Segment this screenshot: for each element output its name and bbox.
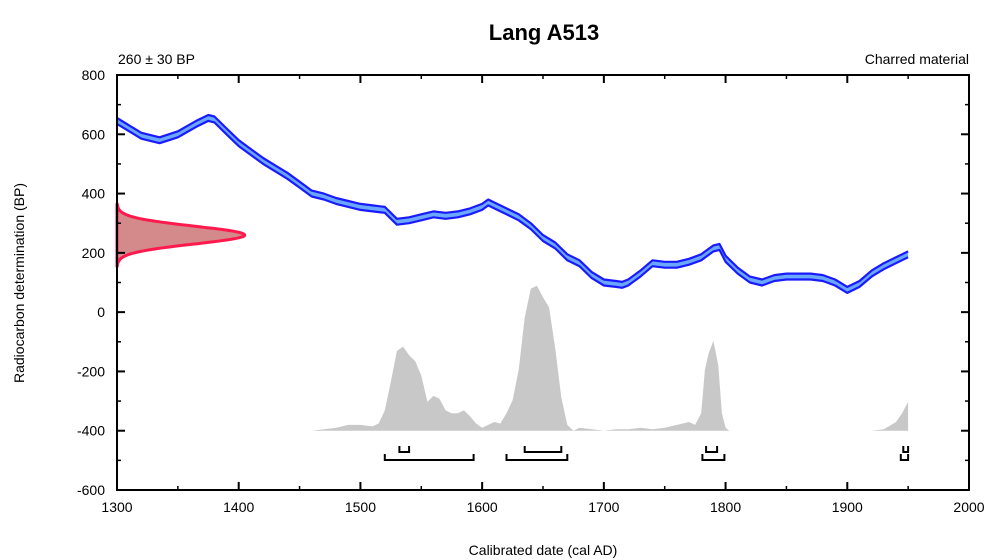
- chart-title: Lang A513: [489, 20, 599, 45]
- measurement-label: 260 ± 30 BP: [118, 51, 195, 67]
- x-axis-label: Calibrated date (cal AD): [469, 542, 618, 558]
- x-tick-label: 1800: [710, 499, 741, 515]
- hpd-68-range: [523, 446, 563, 453]
- x-tick-label: 1600: [467, 499, 498, 515]
- x-tick-label: 1400: [223, 499, 254, 515]
- y-tick-label: 200: [82, 245, 106, 261]
- measurement-distribution: [115, 202, 247, 268]
- calibration-lower-edge: [116, 119, 909, 294]
- posterior-area: [311, 285, 909, 431]
- y-tick-label: 400: [82, 186, 106, 202]
- x-tick-label: 1500: [345, 499, 376, 515]
- axes: 1300 1400 1500 1600 1700 1800 1900 200080060040…: [77, 67, 985, 515]
- calibration-curve: [116, 113, 909, 294]
- y-tick-label: -200: [77, 363, 105, 379]
- sample-material-label: Charred material: [865, 51, 969, 67]
- y-tick-label: -400: [77, 423, 105, 439]
- x-tick-label: 2000: [953, 499, 984, 515]
- hpd-95-range: [701, 454, 726, 461]
- hpd-68-range: [398, 446, 411, 453]
- x-tick-label: 1700: [588, 499, 619, 515]
- y-tick-label: 600: [82, 126, 106, 142]
- hpd-ranges: [383, 446, 910, 461]
- hpd-95-range: [383, 454, 475, 461]
- x-tick-label: 1900: [832, 499, 863, 515]
- calibration-upper-edge: [116, 113, 909, 288]
- x-tick-label: 1300: [101, 499, 132, 515]
- y-axis-label: Radiocarbon determination (BP): [11, 183, 27, 383]
- y-tick-label: 0: [97, 304, 105, 320]
- posterior-distribution: [311, 285, 909, 431]
- hpd-68-range: [705, 446, 719, 453]
- hpd-95-range: [899, 454, 910, 461]
- y-tick-label: 800: [82, 67, 106, 83]
- hpd-68-range: [902, 446, 910, 453]
- hpd-95-range: [505, 454, 569, 461]
- y-tick-label: -600: [77, 482, 105, 498]
- measurement-curve: [115, 202, 247, 268]
